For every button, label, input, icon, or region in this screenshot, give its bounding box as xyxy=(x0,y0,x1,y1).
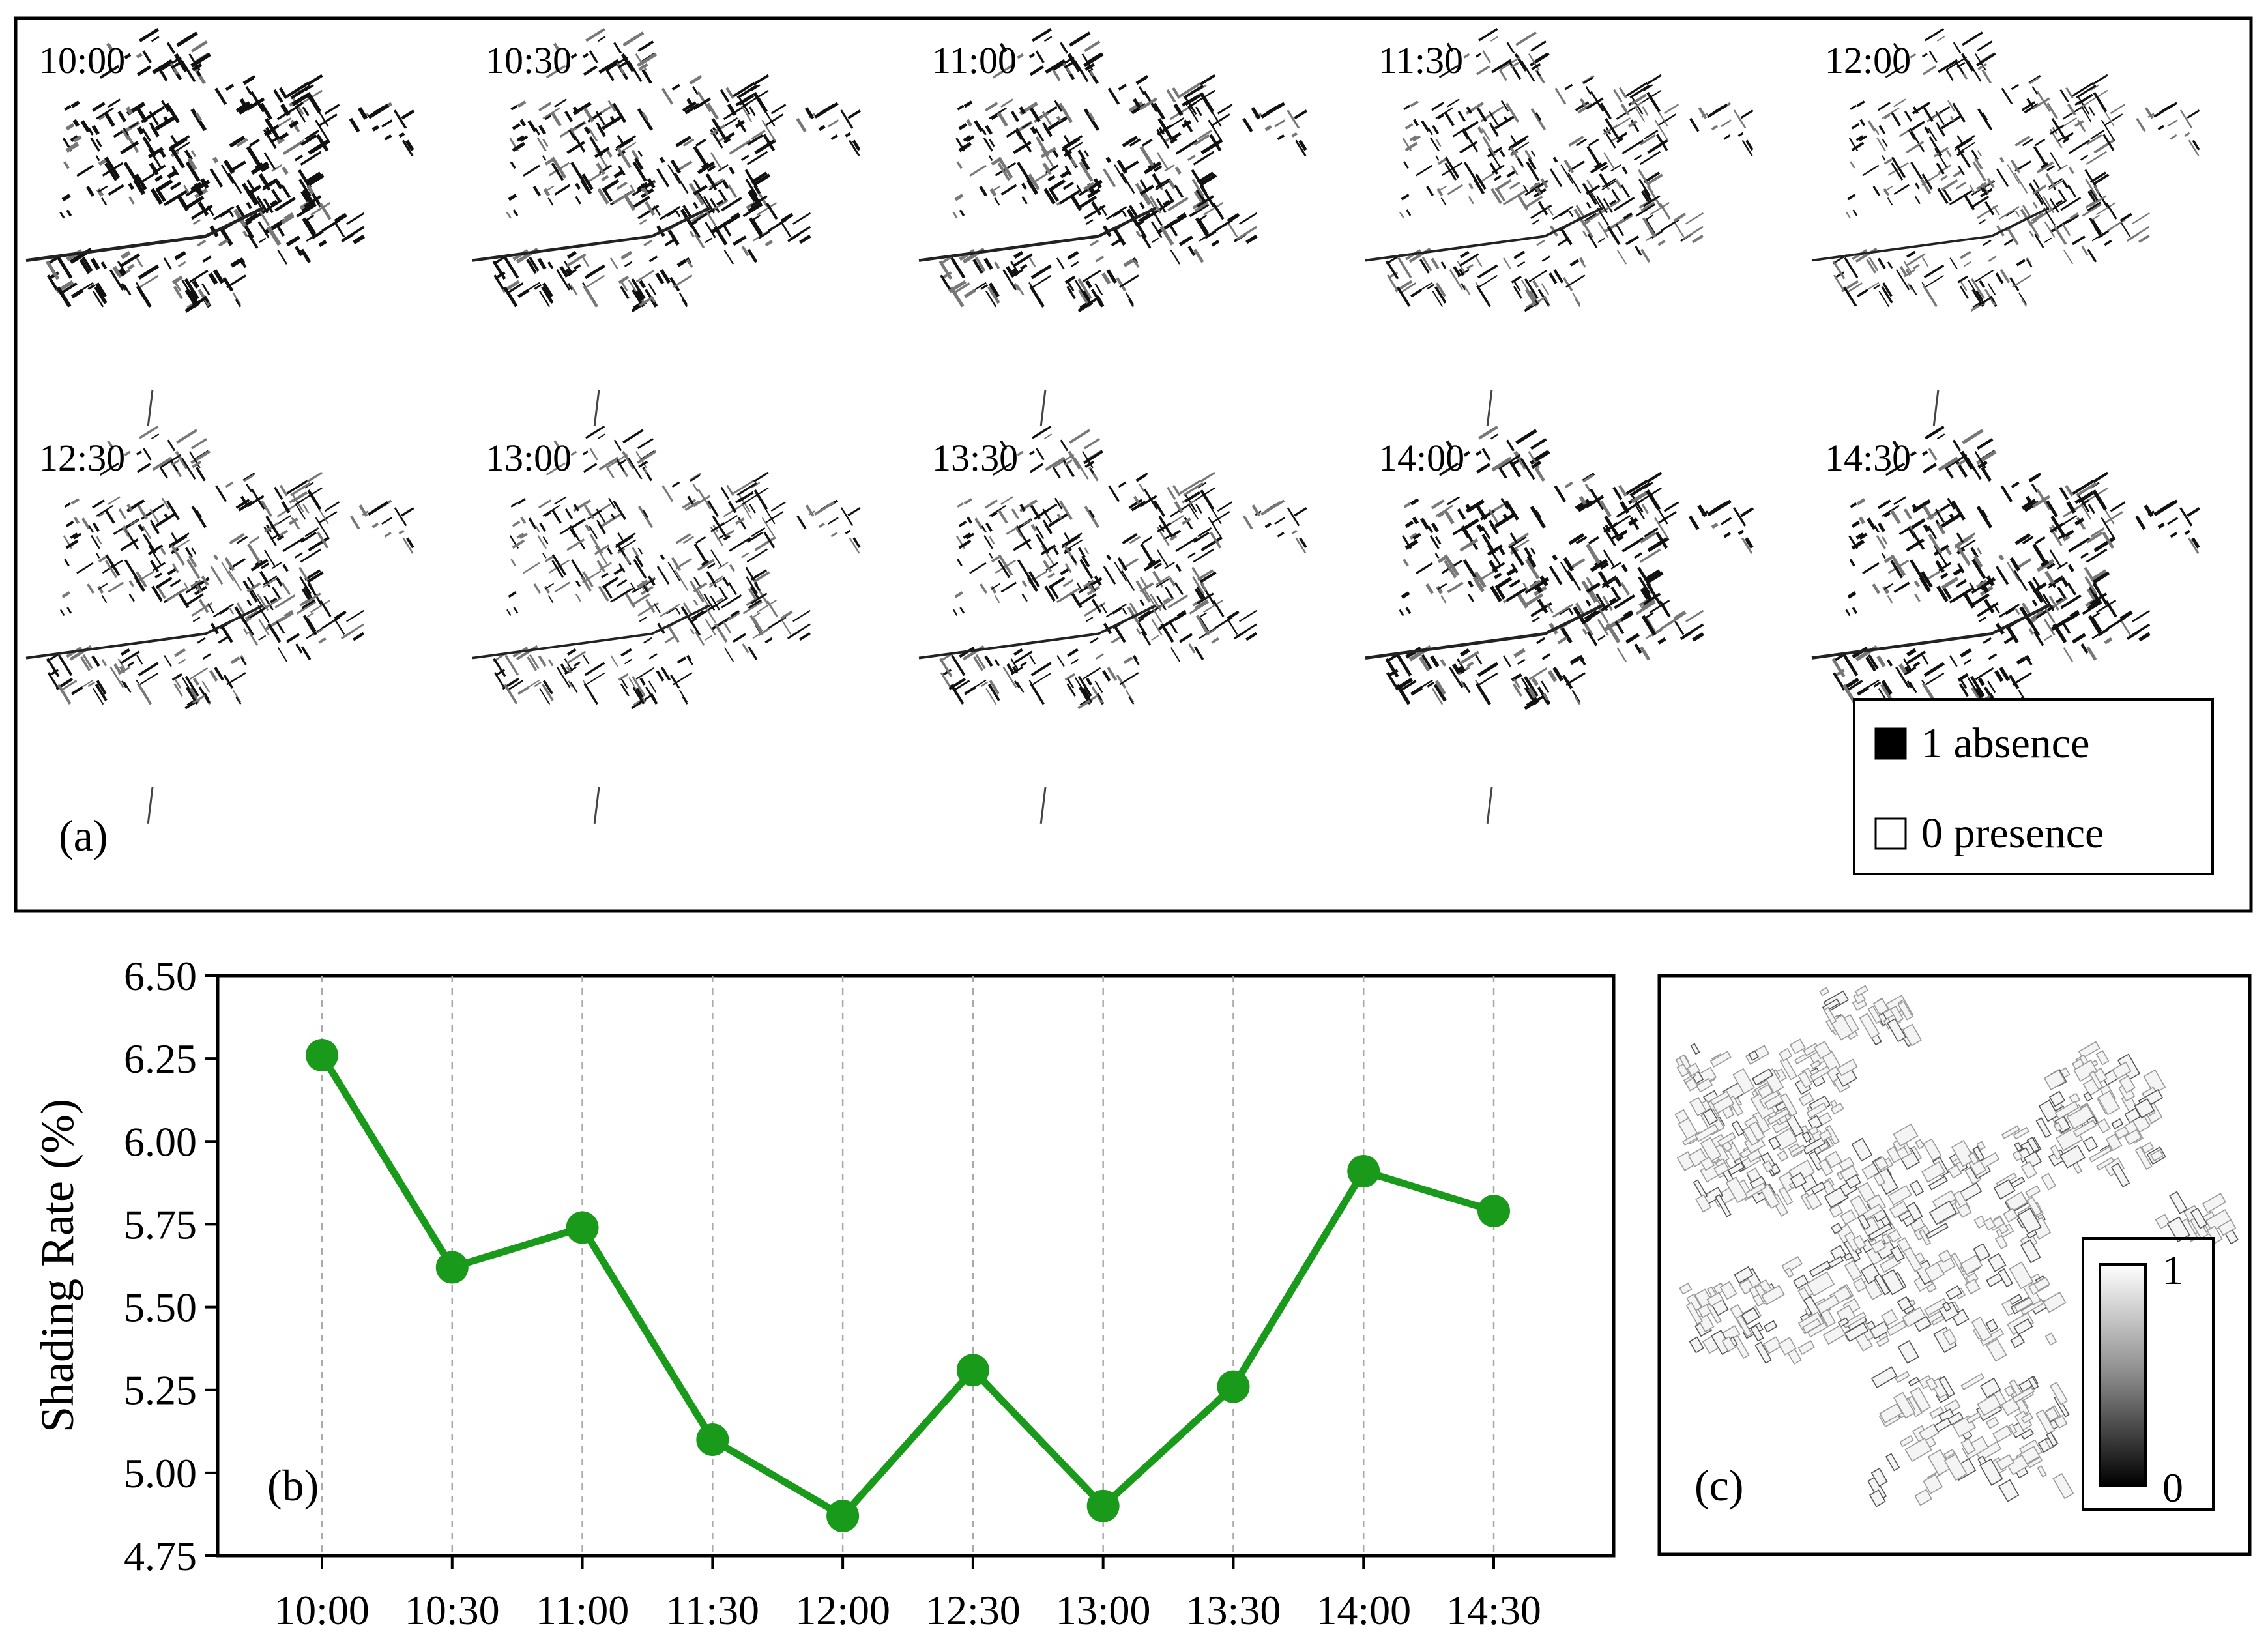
series-shading-rate xyxy=(306,1039,1510,1532)
y-tick-label: 5.00 xyxy=(124,1450,197,1496)
legend-swatch-presence xyxy=(1874,817,1907,850)
data-point-1300 xyxy=(1086,1489,1120,1522)
colorbar-max-label: 1 xyxy=(2162,1247,2183,1293)
map-time-label: 14:30 xyxy=(1825,437,1911,479)
data-point-1100 xyxy=(566,1211,599,1244)
y-tick-label: 4.75 xyxy=(124,1533,197,1579)
y-tick-label: 6.00 xyxy=(124,1118,197,1165)
map-time-label: 12:00 xyxy=(1825,39,1911,81)
data-point-1430 xyxy=(1477,1195,1510,1228)
x-tick-label: 11:00 xyxy=(536,1587,629,1633)
map-time-label: 11:00 xyxy=(932,39,1017,81)
map-time-label: 11:30 xyxy=(1378,39,1463,81)
colorbar-min-label: 0 xyxy=(2162,1464,2183,1511)
map-time-label: 13:30 xyxy=(932,437,1018,479)
legend-swatch-absence xyxy=(1874,727,1907,760)
x-tick-label: 13:00 xyxy=(1056,1587,1151,1633)
map-time-label: 13:00 xyxy=(486,437,572,479)
map-time-label: 12:30 xyxy=(39,437,125,479)
data-point-1200 xyxy=(826,1499,860,1532)
x-tick-label: 12:30 xyxy=(925,1587,1021,1633)
panel-c-label: (c) xyxy=(1694,1461,1743,1510)
shadow-map-1230: 12:30 xyxy=(25,425,414,824)
shadow-map-1100: 11:00 xyxy=(918,27,1307,426)
x-tick-label: 12:00 xyxy=(795,1587,890,1633)
y-axis: 4.75 5.00 5.25 5.50 5.75 6.00 6.25 6.50 xyxy=(124,953,218,1579)
shadow-map-1330: 13:30 xyxy=(918,425,1307,824)
x-tick-label: 10:00 xyxy=(274,1587,370,1633)
shadow-map-1130: 11:30 xyxy=(1365,27,1754,426)
data-point-1230 xyxy=(956,1354,989,1387)
x-tick-label: 13:30 xyxy=(1186,1587,1281,1633)
panel-b-label: (b) xyxy=(267,1461,319,1510)
data-point-1330 xyxy=(1217,1370,1250,1403)
colorbar-frame xyxy=(2082,1237,2215,1511)
panel-a-legend: 1 absence 0 presence xyxy=(1853,698,2214,875)
data-point-1000 xyxy=(306,1039,338,1072)
legend-frame xyxy=(1853,698,2214,875)
shadow-map-1030: 10:30 xyxy=(472,27,861,426)
panel-a-label: (a) xyxy=(59,811,108,860)
data-point-1130 xyxy=(696,1423,729,1456)
x-tick-label: 10:30 xyxy=(405,1587,500,1633)
data-point-1400 xyxy=(1347,1155,1380,1188)
shadow-map-1300: 13:00 xyxy=(472,425,861,824)
y-axis-label: Shading Rate (%) xyxy=(31,1099,83,1433)
y-tick-label: 5.50 xyxy=(124,1285,197,1331)
legend-label-absence: 1 absence xyxy=(1921,720,2089,767)
shadow-map-1430: 14:30 xyxy=(1811,425,2201,824)
y-tick-label: 6.25 xyxy=(124,1036,197,1082)
x-tick-label: 14:00 xyxy=(1316,1587,1411,1633)
series-line xyxy=(319,1053,1495,1520)
shade-frequency-map xyxy=(1674,985,2239,1507)
colorbar xyxy=(2099,1263,2147,1487)
y-tick-label: 6.50 xyxy=(124,953,197,999)
x-tick-label: 11:30 xyxy=(666,1587,759,1633)
x-tick-label: 14:30 xyxy=(1446,1587,1541,1633)
x-axis: 10:00 10:30 11:00 11:30 12:00 12:30 13:00 13:30… xyxy=(274,1556,1541,1633)
shadow-maps-grid: 10:00 10:30 11:00 11:30 12:00 12:30 13:00 13:30… xyxy=(25,27,2201,824)
shadow-map-1000: 10:00 xyxy=(25,27,415,426)
plot-area-frame xyxy=(216,974,1616,1558)
map-time-label: 10:30 xyxy=(486,39,572,81)
data-point-1030 xyxy=(435,1251,469,1284)
map-time-label: 10:00 xyxy=(39,39,125,81)
legend-label-presence: 0 presence xyxy=(1921,809,2104,857)
shadow-map-1200: 12:00 xyxy=(1811,27,2200,426)
y-tick-label: 5.25 xyxy=(124,1367,197,1414)
panel-a: 10:00 10:30 11:00 11:30 12:00 12:30 13:00 13:30… xyxy=(14,16,2253,913)
map-time-label: 14:00 xyxy=(1378,437,1464,479)
panel-c: 1 0 (c) xyxy=(1657,974,2252,1556)
y-tick-label: 5.75 xyxy=(124,1201,197,1247)
panel-b-chart: 4.755.005.255.505.756.006.256.50 10:00 10… xyxy=(31,953,1616,1633)
shadow-map-1400: 14:00 xyxy=(1365,425,1754,824)
